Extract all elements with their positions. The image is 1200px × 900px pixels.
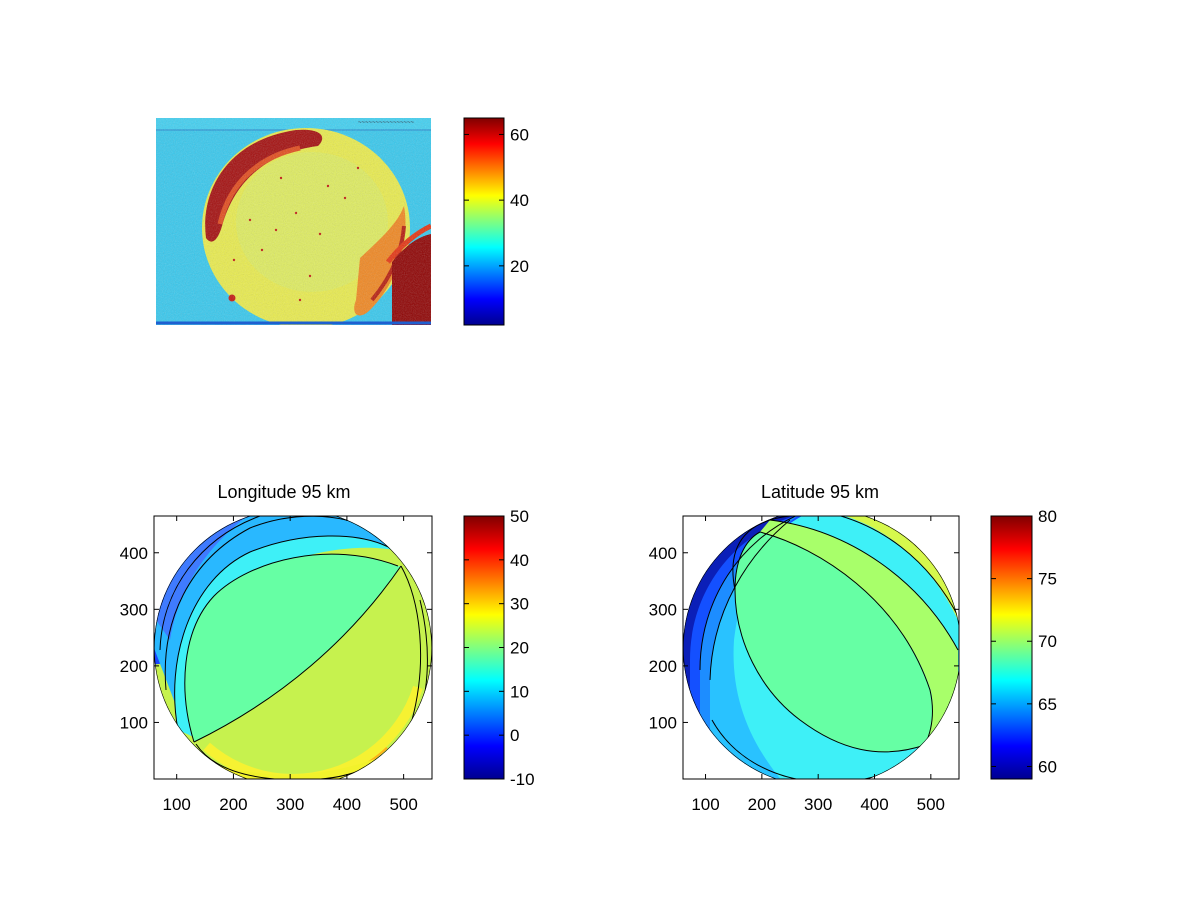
latitude-ytick-label: 300: [649, 600, 677, 619]
latitude-xtick-label: 100: [691, 795, 719, 814]
colorbar-image-tick-label: 40: [510, 191, 529, 210]
colorbar-image: 20 40 60: [463, 117, 529, 326]
image-panel: ~~~~~~~~~~~~~~~~: [156, 118, 431, 325]
colorbar-latitude-tick-label: 75: [1038, 570, 1057, 589]
colorbar-longitude: -10 0 10 20 30 40 50: [463, 507, 535, 789]
colorbar-longitude-tick-label: 20: [510, 639, 529, 658]
svg-text:~~~~~~~~~~~~~~~~: ~~~~~~~~~~~~~~~~: [358, 120, 415, 126]
longitude-panel: Longitude 95 km: [120, 482, 433, 814]
colorbar-latitude-tick-label: 60: [1038, 757, 1057, 776]
longitude-ytick-label: 400: [120, 544, 148, 563]
longitude-ytick-label: 200: [120, 657, 148, 676]
longitude-xtick-label: 100: [163, 795, 191, 814]
longitude-xtick-label: 400: [333, 795, 361, 814]
latitude-panel: Latitude 95 km: [649, 482, 960, 814]
colorbar-latitude-tick-label: 80: [1038, 507, 1057, 526]
longitude-ytick-label: 100: [120, 713, 148, 732]
colorbar-latitude-tick-label: 70: [1038, 632, 1057, 651]
latitude-xtick-label: 500: [917, 795, 945, 814]
colorbar-image-tick-label: 60: [510, 125, 529, 144]
colorbar-longitude-tick-label: 0: [510, 726, 519, 745]
latitude-xtick-label: 200: [748, 795, 776, 814]
latitude-ytick-label: 400: [649, 544, 677, 563]
latitude-axes: [682, 515, 960, 780]
colorbar-image-tick-label: 20: [510, 257, 529, 276]
latitude-xtick-label: 300: [804, 795, 832, 814]
longitude-ytick-label: 300: [120, 600, 148, 619]
colorbar-latitude-tick-label: 65: [1038, 695, 1057, 714]
latitude-ytick-label: 100: [649, 713, 677, 732]
colorbar-latitude: 60 65 70 75 80: [990, 507, 1057, 780]
colorbar-longitude-tick-label: -10: [510, 770, 535, 789]
latitude-xtick-label: 400: [860, 795, 888, 814]
latitude-ytick-label: 200: [649, 657, 677, 676]
colorbar-longitude-tick-label: 50: [510, 507, 529, 526]
longitude-axes: [153, 515, 433, 780]
longitude-xtick-label: 500: [389, 795, 417, 814]
longitude-xtick-label: 300: [276, 795, 304, 814]
longitude-xtick-label: 200: [219, 795, 247, 814]
longitude-title: Longitude 95 km: [217, 482, 350, 502]
latitude-title: Latitude 95 km: [761, 482, 879, 502]
colorbar-longitude-tick-label: 30: [510, 595, 529, 614]
colorbar-longitude-tick-label: 40: [510, 551, 529, 570]
colorbar-longitude-tick-label: 10: [510, 682, 529, 701]
